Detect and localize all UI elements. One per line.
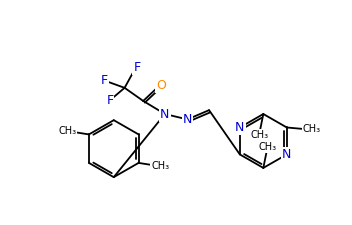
Text: N: N — [235, 121, 245, 134]
Text: F: F — [133, 61, 140, 74]
Text: CH₃: CH₃ — [58, 126, 76, 136]
Text: N: N — [160, 108, 170, 121]
Text: CH₃: CH₃ — [258, 142, 276, 152]
Text: N: N — [183, 113, 192, 126]
Text: O: O — [156, 79, 166, 92]
Text: CH₃: CH₃ — [250, 130, 269, 140]
Text: F: F — [101, 74, 108, 87]
Text: CH₃: CH₃ — [151, 161, 169, 171]
Text: N: N — [282, 148, 291, 161]
Text: CH₃: CH₃ — [303, 124, 321, 134]
Text: F: F — [106, 94, 113, 107]
